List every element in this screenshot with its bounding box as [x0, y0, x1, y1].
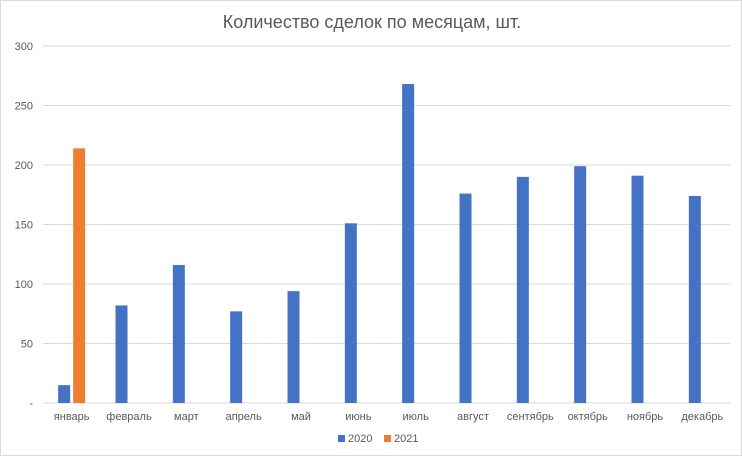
y-tick-label: 100	[15, 279, 33, 291]
bar	[574, 166, 587, 403]
bar	[631, 175, 644, 403]
x-tick-label: июнь	[345, 411, 371, 423]
y-tick-label: 300	[15, 41, 33, 53]
y-tick-label: 200	[15, 160, 33, 172]
bar	[230, 311, 243, 403]
bar	[688, 195, 701, 403]
x-tick-label: сентябрь	[507, 411, 554, 423]
bar	[172, 264, 185, 403]
bar	[344, 223, 357, 403]
x-tick-label: январь	[54, 411, 90, 423]
x-tick-label: август	[457, 411, 489, 423]
x-tick-label: март	[174, 411, 199, 423]
legend: 2020 2021	[338, 433, 418, 445]
gridlines	[43, 45, 731, 404]
x-tick-label: декабрь	[681, 411, 723, 423]
legend-swatch	[384, 435, 391, 442]
y-tick-label: -	[29, 398, 33, 410]
chart-title: Количество сделок по месяцам, шт.	[223, 12, 521, 32]
x-tick-label: июль	[403, 411, 430, 423]
y-tick-label: 150	[15, 220, 33, 232]
x-tick-label: апрель	[226, 411, 262, 423]
x-tick-label: октябрь	[568, 411, 608, 423]
bar	[459, 193, 472, 403]
bar	[402, 84, 415, 403]
bar	[287, 291, 300, 403]
x-tick-label: ноябрь	[627, 411, 664, 423]
y-tick-label: 250	[15, 101, 33, 113]
y-axis-ticks: - 50 100 150 200 250 300	[15, 41, 34, 410]
x-axis-ticks: январь февраль март апрель май июнь июль август…	[54, 411, 724, 423]
legend-label: 2020	[348, 433, 372, 445]
bar	[73, 148, 86, 403]
bar	[58, 385, 71, 403]
bar	[516, 176, 529, 403]
bar	[115, 305, 128, 403]
x-tick-label: февраль	[106, 411, 152, 423]
legend-label: 2021	[394, 433, 418, 445]
y-tick-label: 50	[21, 339, 33, 351]
x-tick-label: май	[291, 411, 311, 423]
bars	[58, 84, 701, 403]
legend-swatch	[338, 435, 345, 442]
